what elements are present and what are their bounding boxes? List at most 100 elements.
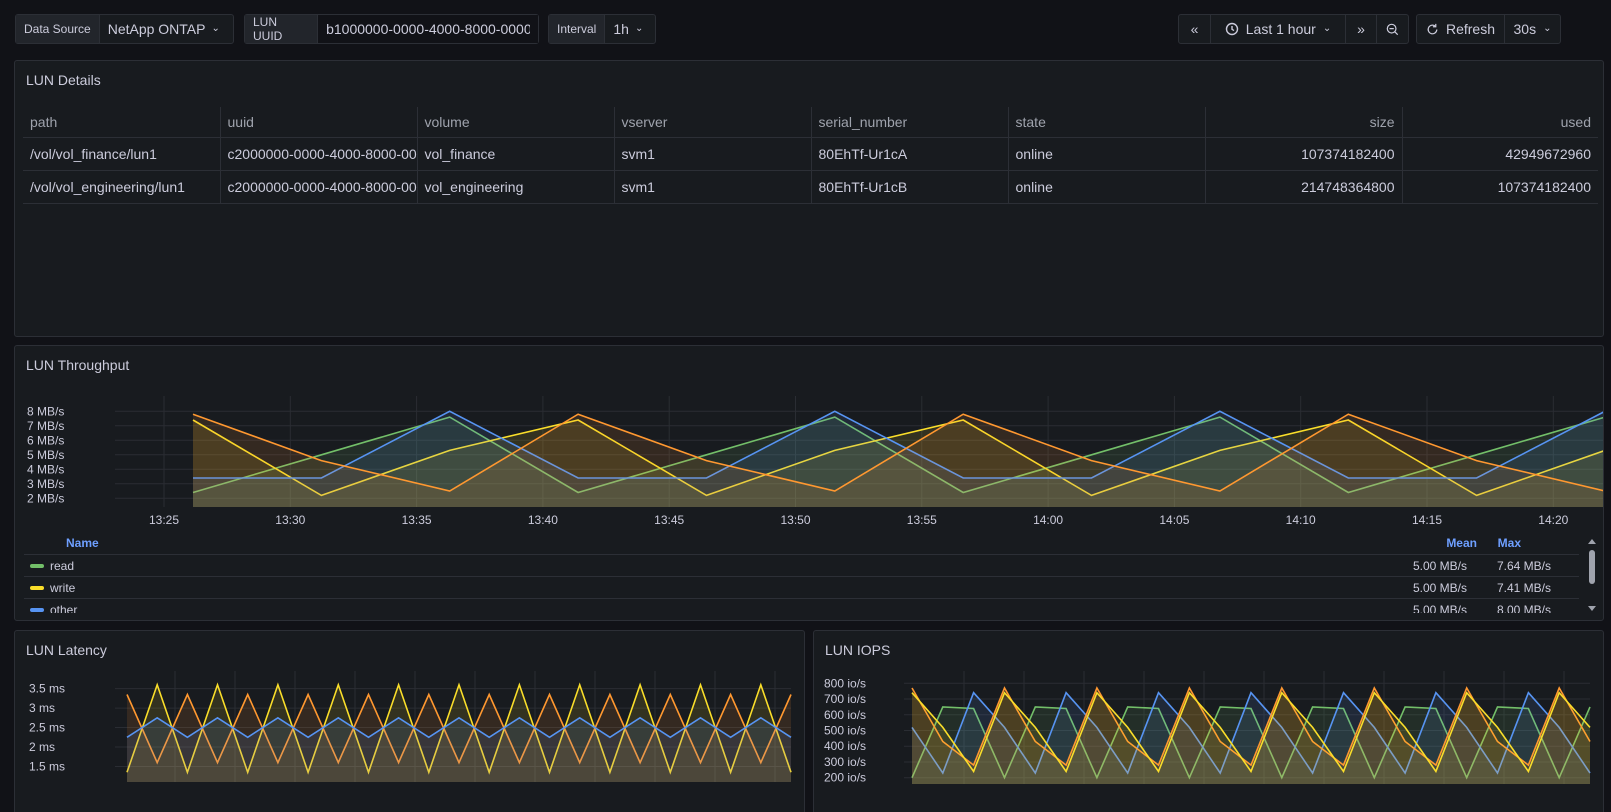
legend-max: 7.64 MB/s [1496,558,1551,573]
datasource-variable[interactable]: Data Source NetApp ONTAP ⌄ [15,14,234,44]
time-shift-back-button[interactable]: « [1179,15,1211,43]
clock-icon [1225,22,1238,36]
lun-uuid-variable[interactable]: LUN UUID [244,14,539,44]
throughput-chart[interactable]: 2 MB/s3 MB/s4 MB/s5 MB/s6 MB/s7 MB/s8 MB… [15,396,1604,536]
throughput-series-write-line[interactable] [192,419,1604,497]
zoom-out-icon [1386,23,1399,35]
time-picker: « Last 1 hour ⌄ » [1178,14,1409,44]
latency-series-2-area [127,717,791,782]
legend-row-write[interactable]: write 5.00 MB/s 7.41 MB/s [24,576,1579,598]
y-tick-label: 8 MB/s [27,404,64,418]
latency-series-1-area [127,694,791,782]
throughput-series-3-area [193,414,1603,507]
throughput-series-other-line[interactable] [193,410,1604,479]
y-tick-label: 4 MB/s [27,462,64,476]
panel-title: LUN IOPS [825,642,891,658]
throughput-series-write-area [193,420,1603,507]
refresh-picker: Refresh 30s ⌄ [1416,14,1561,44]
y-tick-label: 7 MB/s [27,419,64,433]
cell-serial-number: 80EhTf-Ur1cA [811,137,1009,171]
time-shift-forward-button[interactable]: » [1346,15,1377,43]
y-tick-label: 700 io/s [824,692,866,706]
y-tick-label: 2 ms [29,740,55,754]
legend-row-other[interactable]: other 5.00 MB/s 8.00 MB/s [24,598,1579,613]
legend-name: write [50,580,76,595]
latency-series-0-line[interactable] [126,682,792,775]
latency-series-2-line[interactable] [126,716,792,739]
column-header-vserver[interactable]: vserver [614,107,812,138]
y-tick-label: 3 MB/s [27,477,64,491]
panel-title: LUN Throughput [26,357,130,373]
iops-series-1-line[interactable] [911,691,1591,775]
lun-latency-panel: LUN Latency 1.5 ms 2 ms 2.5 ms 3 ms 3.5 ms [14,630,805,812]
legend-swatch [30,563,44,568]
zoom-out-button[interactable] [1377,15,1408,43]
x-tick-label: 14:15 [1412,513,1442,527]
refresh-button[interactable]: Refresh [1417,15,1505,43]
latency-chart[interactable]: 1.5 ms 2 ms 2.5 ms 3 ms 3.5 ms [15,671,805,812]
latency-series-1-line[interactable] [126,692,792,765]
cell-path: /vol/vol_finance/lun1 [23,137,221,171]
iops-series-3-line[interactable] [911,691,1591,774]
y-tick-label: 3 ms [29,701,55,715]
cell-vserver: svm1 [614,170,812,204]
column-header-state[interactable]: state [1008,107,1206,138]
legend-scrollbar[interactable] [1587,536,1597,614]
chevron-down-icon: ⌄ [211,22,220,34]
cell-state: online [1008,137,1206,171]
legend-swatch [30,585,44,590]
legend-row-read[interactable]: read 5.00 MB/s 7.64 MB/s [24,554,1579,576]
y-tick-label: 500 io/s [824,724,866,738]
legend-header-max[interactable]: Max [1497,536,1521,550]
legend-name: read [50,558,75,573]
datasource-select[interactable]: NetApp ONTAP ⌄ [100,15,228,43]
cell-uuid: c2000000-0000-4000-8000-000000000002 [220,170,418,204]
column-header-serial-number[interactable]: serial_number [811,107,1009,138]
time-range-button[interactable]: Last 1 hour ⌄ [1211,15,1346,43]
column-header-volume[interactable]: volume [417,107,615,138]
refresh-icon [1427,23,1438,34]
x-tick-label: 13:30 [275,513,305,527]
refresh-interval-select[interactable]: 30s ⌄ [1505,15,1560,43]
x-tick-label: 13:40 [528,513,558,527]
lun-details-panel: LUN Details path uuid volume vserver ser… [14,60,1604,337]
interval-variable[interactable]: Interval 1h ⌄ [548,14,656,44]
latency-series-0-area [127,684,791,782]
cell-used: 107374182400 [1402,170,1598,204]
cell-size: 214748364800 [1205,170,1403,204]
iops-series-2-line[interactable] [911,686,1591,767]
cell-path: /vol/vol_engineering/lun1 [23,170,221,204]
y-tick-label: 3.5 ms [29,682,65,696]
interval-select[interactable]: 1h ⌄ [605,15,651,43]
legend-header-name[interactable]: Name [66,536,99,550]
throughput-series-3-line[interactable] [192,413,1604,492]
legend-max: 7.41 MB/s [1496,580,1551,595]
column-header-used[interactable]: used [1402,107,1598,138]
x-tick-label: 13:45 [654,513,684,527]
interval-value: 1h [613,21,629,37]
refresh-interval-value: 30s [1513,21,1537,37]
legend-header-mean[interactable]: Mean [1446,536,1477,550]
x-tick-label: 14:05 [1159,513,1189,527]
scrollbar-thumb[interactable] [1589,550,1595,584]
throughput-series-other-area [193,411,1603,507]
iops-series-0-line[interactable] [911,706,1591,780]
throughput-series-read-line[interactable] [192,416,1604,494]
interval-label: Interval [549,15,606,43]
scroll-down-icon[interactable] [1588,606,1596,611]
lun-throughput-panel: LUN Throughput 2 MB/s 3 MB/s 4 MB/s 5 MB/s 6… [14,345,1604,621]
legend-max: 8.00 MB/s [1496,602,1551,614]
legend-name: other [50,602,78,614]
column-header-uuid[interactable]: uuid [220,107,418,138]
chevron-down-icon: ⌄ [1322,22,1332,34]
column-header-size[interactable]: size [1205,107,1403,138]
iops-series-0-area [912,706,1590,784]
dashboard-toolbar: Data Source NetApp ONTAP ⌄ LUN UUID Inte… [15,14,1596,44]
scroll-up-icon[interactable] [1588,539,1596,544]
column-header-path[interactable]: path [23,107,221,138]
throughput-series-read-area [193,417,1603,507]
legend-header: Name Mean Max [24,536,1579,554]
chevron-down-icon: ⌄ [634,22,644,34]
lun-uuid-input[interactable] [318,15,538,43]
